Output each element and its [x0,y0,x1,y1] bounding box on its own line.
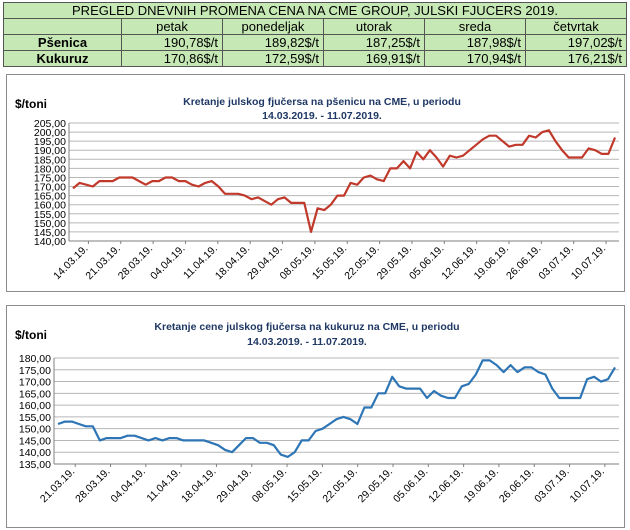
y-tick-label: 180,00 [34,163,66,175]
corn-chart-svg: Kretanje cene julskog fjučersa na kukuru… [15,321,619,505]
x-tick-label: 12.06.19. [426,466,465,505]
x-tick-label: 05.06.19. [391,466,430,505]
price-cell: 176,21$/t [525,50,627,67]
y-tick-label: 175,00 [34,172,66,184]
x-tick-label: 11.04.19. [144,466,183,505]
y-tick-label: 185,00 [34,154,66,166]
y-axis-label: $/toni [15,97,47,111]
y-tick-label: 155,00 [34,209,66,221]
x-tick-label: 26.06.19. [497,466,536,505]
y-tick-label: 140,00 [19,447,51,459]
day-header: petak [121,18,223,35]
corn-chart: Kretanje cene julskog fjučersa na kukuru… [6,305,625,528]
y-tick-label: 175,00 [19,365,51,377]
x-tick-label: 08.05.19. [250,466,289,505]
price-cell: 170,94$/t [424,50,526,67]
y-tick-label: 145,00 [19,435,51,447]
price-cell: 189,82$/t [222,34,324,51]
price-cell: 169,91$/t [323,50,425,67]
y-tick-label: 195,00 [34,136,66,148]
chart-title: Kretanje cene julskog fjučersa na kukuru… [154,321,459,333]
day-header: ponedeljak [222,18,324,35]
x-tick-label: 04.04.19. [148,243,187,282]
y-tick-label: 205,00 [34,118,66,130]
chart-subtitle: 14.03.2019. - 11.07.2019. [247,336,367,348]
x-tick-label: 15.05.19. [285,466,324,505]
price-cell: 172,59$/t [222,50,324,67]
x-tick-label: 29.04.19. [214,466,253,505]
x-tick-label: 29.05.19. [356,466,395,505]
y-tick-label: 165,00 [19,388,51,400]
table-corner-cell [3,18,122,35]
y-tick-label: 160,00 [34,200,66,212]
table-row-psenica: Pšenica 190,78$/t 189,82$/t 187,25$/t 18… [3,34,627,51]
table-row-kukuruz: Kukuruz 170,86$/t 172,59$/t 169,91$/t 17… [3,50,627,67]
x-tick-label: 21.03.19. [38,466,77,505]
chart-subtitle: 14.03.2019. - 11.07.2019. [262,110,382,122]
wheat-chart: Kretanje julskog fjučersa na pšenicu na … [6,74,625,292]
wheat-chart-svg: Kretanje julskog fjučersa na pšenicu na … [15,96,619,282]
y-tick-label: 160,00 [19,400,51,412]
series-line [72,129,617,233]
y-tick-label: 150,00 [34,218,66,230]
y-tick-label: 155,00 [19,412,51,424]
y-tick-label: 165,00 [34,191,66,203]
day-header: sreda [424,18,526,35]
x-tick-label: 04.04.19. [108,466,147,505]
table-title: PREGLED DNEVNIH PROMENA CENA NA CME GROU… [3,2,627,19]
day-header: četvrtak [525,18,627,35]
table-header-row: petak ponedeljak utorak sreda četvrtak [3,18,627,35]
x-tick-label: 19.06.19. [462,466,501,505]
price-cell: 187,98$/t [424,34,526,51]
day-header: utorak [323,18,425,35]
price-cell: 187,25$/t [323,34,425,51]
x-tick-label: 03.07.19. [532,466,571,505]
price-table: PREGLED DNEVNIH PROMENA CENA NA CME GROU… [3,2,627,67]
row-label: Kukuruz [3,50,122,67]
y-tick-label: 150,00 [19,424,51,436]
row-label: Pšenica [3,34,122,51]
x-tick-label: 18.04.19. [179,466,218,505]
y-tick-label: 140,00 [34,236,66,248]
x-tick-label: 10.07.19. [568,466,607,505]
price-cell: 190,78$/t [121,34,223,51]
y-tick-label: 145,00 [34,227,66,239]
y-tick-label: 170,00 [19,377,51,389]
y-tick-label: 170,00 [34,182,66,194]
price-cell: 197,02$/t [525,34,627,51]
y-tick-label: 180,00 [19,353,51,365]
chart-title: Kretanje julskog fjučersa na pšenicu na … [183,96,461,108]
y-tick-label: 190,00 [34,145,66,157]
series-line [57,359,616,458]
y-axis-label: $/toni [15,328,47,342]
price-cell: 170,86$/t [121,50,223,67]
y-tick-label: 135,00 [19,459,51,471]
y-tick-label: 200,00 [34,127,66,139]
x-tick-label: 10.07.19. [569,243,608,282]
table-title-row: PREGLED DNEVNIH PROMENA CENA NA CME GROU… [3,2,627,19]
x-tick-label: 28.03.19. [73,466,112,505]
x-tick-label: 22.05.19. [320,466,359,505]
